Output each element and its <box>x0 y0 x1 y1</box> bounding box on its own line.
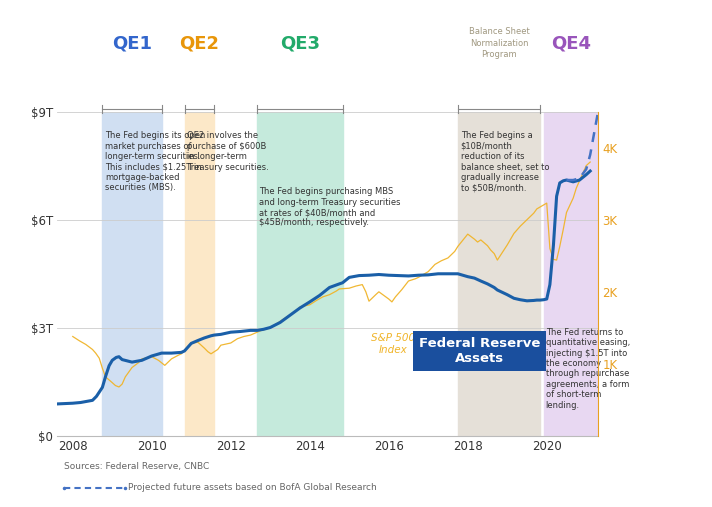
Text: The Fed returns to
quantitative easing,
injecting $1.5T into
the economy
through: The Fed returns to quantitative easing, … <box>545 328 630 410</box>
Text: Balance Sheet
Normalization
Program: Balance Sheet Normalization Program <box>468 27 529 59</box>
Bar <box>458 112 540 436</box>
Bar <box>103 112 162 436</box>
Bar <box>257 112 342 436</box>
Text: Federal Reserve
Assets: Federal Reserve Assets <box>419 337 540 366</box>
Text: Projected future assets based on BofA Global Research: Projected future assets based on BofA Gl… <box>128 483 377 492</box>
Text: The Fed begins a
$10B/month
reduction of its
balance sheet, set to
gradually inc: The Fed begins a $10B/month reduction of… <box>461 131 549 192</box>
Text: The Fed begins purchasing MBS
and long-term Treasury securities
at rates of $40B: The Fed begins purchasing MBS and long-t… <box>259 187 401 228</box>
Text: Sources: Federal Reserve, CNBC: Sources: Federal Reserve, CNBC <box>64 462 209 471</box>
Bar <box>543 112 598 436</box>
Text: S&P 500
Index: S&P 500 Index <box>371 333 415 355</box>
Text: QE2: QE2 <box>179 34 219 52</box>
Text: The Fed begins its open
market purchases of
longer-term securities.
This include: The Fed begins its open market purchases… <box>105 131 206 192</box>
Text: QE3: QE3 <box>280 34 320 52</box>
Text: QE2 involves the
purchase of $600B
in longer-term
Treasury securities.: QE2 involves the purchase of $600B in lo… <box>187 131 269 171</box>
Text: QE1: QE1 <box>112 34 152 52</box>
Bar <box>184 112 214 436</box>
Text: QE4: QE4 <box>551 34 591 52</box>
